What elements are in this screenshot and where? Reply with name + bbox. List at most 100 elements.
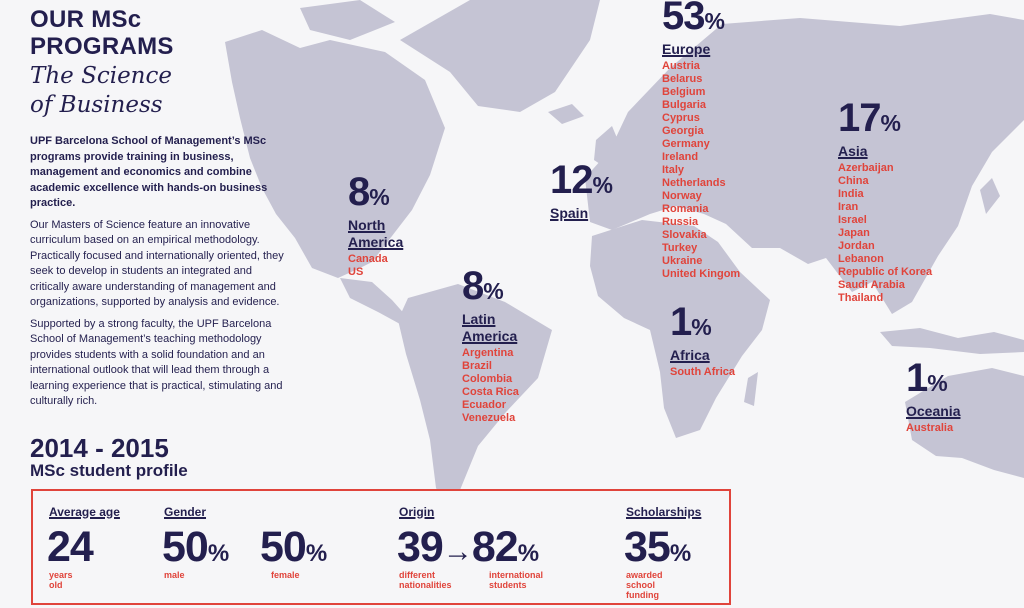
- intro-paragraph-1: Our Masters of Science feature an innova…: [30, 218, 284, 309]
- region-europe-country: Russia: [662, 216, 699, 228]
- region-africa-name: Africa: [670, 347, 710, 363]
- region-asia: 17% Asia Azerbaijan China India Iran Israel J…: [838, 98, 932, 305]
- south-america-shape: [398, 284, 552, 510]
- stat-average-age-caption: years old: [49, 570, 73, 590]
- arctic-islands-shape: [300, 0, 395, 40]
- region-asia-country: India: [838, 188, 864, 200]
- north-america-shape: [225, 30, 445, 278]
- region-europe: 53% Europe Austria Belarus Belgium Bulgaria…: [662, 0, 740, 281]
- region-asia-country: China: [838, 175, 869, 187]
- stat-gender-female-percent-sign: %: [305, 540, 328, 567]
- region-latin-america-percent: 8%: [462, 266, 519, 311]
- stat-gender-male-number: 50: [162, 523, 209, 571]
- region-asia-country: Saudi Arabia: [838, 279, 905, 291]
- region-spain-percent: 12%: [550, 160, 613, 205]
- region-europe-percent-value: 53: [662, 0, 705, 38]
- profile-year: 2014 - 2015: [30, 433, 169, 463]
- stat-gender-female-caption: female: [271, 570, 300, 580]
- japan-shape: [980, 178, 1000, 214]
- stat-origin-nationalities-caption: different nationalities: [399, 570, 452, 590]
- stat-origin-percent-sign: %: [517, 540, 540, 567]
- region-europe-country: Norway: [662, 190, 702, 202]
- region-africa-country: South Africa: [670, 366, 735, 378]
- region-latin-america-countries: Argentina Brazil Colombia Costa Rica Ecuador…: [462, 347, 519, 425]
- region-latin-america-country: Ecuador: [462, 399, 507, 411]
- region-spain-percent-value: 12: [550, 158, 593, 202]
- intro-lead: UPF Barcelona School of Management’s MSc…: [30, 135, 268, 209]
- stat-gender-female-value: 50%: [260, 525, 327, 576]
- region-asia-country: Thailand: [838, 292, 884, 304]
- subtitle-line-1: The Science: [30, 63, 172, 89]
- region-north-america-name-line-2: America: [348, 234, 404, 250]
- region-asia-country: Israel: [838, 214, 867, 226]
- stat-gender-male-caption: male: [164, 570, 185, 580]
- region-africa-percent-sign: %: [691, 314, 712, 340]
- region-europe-percent: 53%: [662, 0, 740, 41]
- region-latin-america-country: Brazil: [462, 360, 492, 372]
- region-asia-country: Republic of Korea: [838, 266, 933, 278]
- region-north-america-percent: 8%: [348, 172, 403, 217]
- region-latin-america-country: Argentina: [462, 347, 514, 359]
- region-north-america-percent-value: 8: [348, 170, 370, 214]
- page-subtitle: The Science of Business: [30, 62, 172, 120]
- region-north-america-name-line-1: North: [348, 217, 386, 233]
- region-europe-country: Georgia: [662, 125, 704, 137]
- region-north-america-percent-sign: %: [369, 184, 390, 210]
- stat-origin-nationalities-caption-line-2: nationalities: [399, 580, 452, 590]
- region-europe-country: Ireland: [662, 151, 699, 163]
- region-asia-country: Azerbaijan: [838, 162, 894, 174]
- title-line-2: PROGRAMS: [30, 33, 174, 60]
- stat-origin-nationalities-number: 39: [397, 523, 444, 571]
- region-oceania-percent-value: 1: [906, 356, 928, 400]
- region-europe-country: Italy: [662, 164, 685, 176]
- region-europe-countries: Austria Belarus Belgium Bulgaria Cyprus Georg…: [662, 60, 740, 281]
- student-profile-box: Average age 24 years old Gender 50% male…: [31, 489, 731, 605]
- region-europe-country: Belgium: [662, 86, 706, 98]
- region-asia-country: Iran: [838, 201, 859, 213]
- region-latin-america-name-line-1: Latin: [462, 311, 496, 327]
- region-europe-country: Bulgaria: [662, 99, 707, 111]
- stat-scholarships-caption-line-1: awarded school: [626, 570, 663, 590]
- stat-average-age-label: Average age: [49, 505, 120, 519]
- madagascar-shape: [744, 372, 758, 406]
- arrow-right-icon: →: [442, 535, 473, 568]
- region-europe-country: Ukraine: [662, 255, 703, 267]
- region-latin-america-percent-sign: %: [483, 278, 504, 304]
- intro-paragraph-2: Supported by a strong faculty, the UPF B…: [30, 317, 283, 408]
- region-africa-percent-value: 1: [670, 300, 692, 344]
- stat-origin-international-caption: international students: [489, 570, 543, 590]
- eurasia-shape: [585, 14, 1024, 314]
- region-asia-percent: 17%: [838, 98, 932, 143]
- stat-gender-female-number: 50: [260, 523, 307, 571]
- stat-gender-male-percent-sign: %: [207, 540, 230, 567]
- region-africa: 1% Africa South Africa: [670, 302, 735, 379]
- profile-subtitle: MSc student profile: [30, 461, 188, 480]
- region-africa-countries: South Africa: [670, 366, 735, 379]
- stat-scholarships-caption-line-2: funding: [626, 590, 659, 600]
- region-oceania-name: Oceania: [906, 403, 961, 419]
- region-europe-name: Europe: [662, 41, 711, 57]
- stat-scholarships-label: Scholarships: [626, 505, 702, 519]
- stat-gender-male-value: 50%: [162, 525, 229, 576]
- stat-scholarships-value: 35%: [624, 525, 691, 576]
- region-oceania-countries: Australia: [906, 422, 960, 435]
- region-europe-country: Slovakia: [662, 229, 707, 241]
- stat-origin-nationalities-caption-line-1: different: [399, 570, 435, 580]
- region-spain-name: Spain: [550, 205, 589, 221]
- stat-average-age-value: 24: [47, 523, 94, 571]
- title-line-1: OUR MSc: [30, 6, 142, 33]
- central-america-shape: [340, 278, 408, 324]
- region-asia-percent-sign: %: [880, 110, 901, 136]
- region-oceania: 1% Oceania Australia: [906, 358, 960, 435]
- region-asia-name: Asia: [838, 143, 868, 159]
- intro-text: UPF Barcelona School of Management’s MSc…: [30, 134, 292, 416]
- region-latin-america-country: Costa Rica: [462, 386, 519, 398]
- greenland-shape: [400, 0, 600, 112]
- region-spain: 12% Spain: [550, 160, 613, 222]
- region-latin-america: 8% Latin America Argentina Brazil Colombia…: [462, 266, 519, 425]
- southeast-asia-islands-shape: [880, 328, 1024, 354]
- stat-scholarships-caption: awarded school funding: [626, 570, 663, 600]
- region-africa-percent: 1%: [670, 302, 735, 347]
- region-asia-country: Japan: [838, 227, 870, 239]
